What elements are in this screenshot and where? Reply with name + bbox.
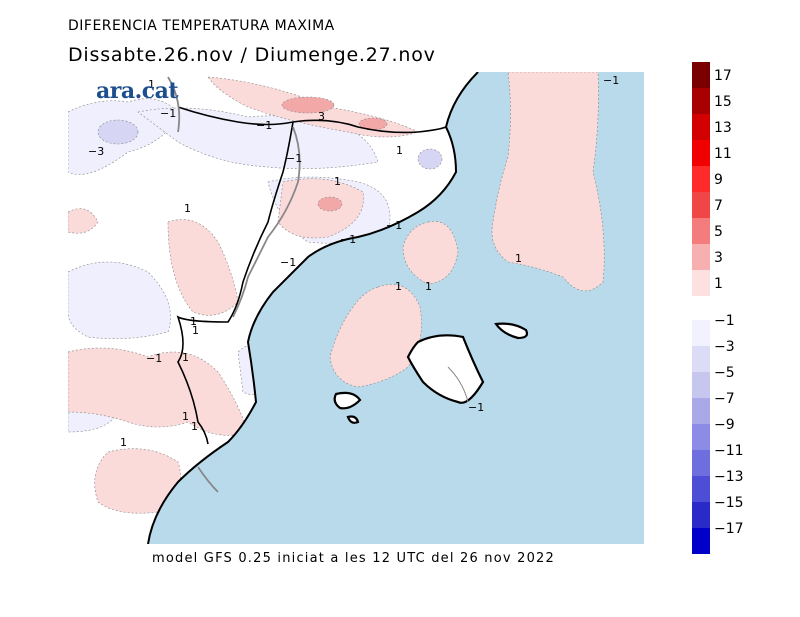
france-spain-border [177, 106, 447, 134]
legend-swatch [692, 476, 710, 502]
legend-label: −3 [714, 339, 735, 355]
contour-label: 1 [191, 420, 198, 433]
legend-swatch [692, 62, 710, 88]
contour-label: 1 [148, 78, 155, 91]
legend-swatch [692, 528, 710, 554]
legend-swatch [692, 372, 710, 398]
legend-swatch [692, 192, 710, 218]
legend-label: −15 [714, 495, 744, 511]
legend-swatch [692, 320, 710, 346]
contour-label: −1 [340, 233, 356, 246]
contour-label: 1 [182, 410, 189, 423]
contour-label: −1 [256, 119, 272, 132]
contour-label: −1 [386, 219, 402, 232]
contour-label: −1 [146, 352, 162, 365]
positive-stronger-patches [281, 96, 388, 212]
map-title: DIFERENCIA TEMPERATURA MAXIMA [68, 18, 335, 34]
legend-label: 15 [714, 94, 732, 110]
legend-swatch [692, 218, 710, 244]
legend-swatch [692, 140, 710, 166]
legend-label: −1 [714, 313, 735, 329]
legend-swatch [692, 88, 710, 114]
contour-label: 1 [192, 324, 199, 337]
legend-label: −13 [714, 469, 744, 485]
legend-label: −9 [714, 417, 735, 433]
legend-swatch [692, 114, 710, 140]
contour-label: −1 [286, 152, 302, 165]
legend-swatch [692, 450, 710, 476]
legend-label: 3 [714, 250, 723, 266]
legend-swatch [692, 166, 710, 192]
formentera-island [346, 415, 360, 424]
coastline [147, 72, 479, 544]
contour-labels: 1 −1 3 −1 −1 −3 1 −1 1 1 −1 −1 −1 1 1 1 … [88, 74, 619, 449]
legend-label: −7 [714, 391, 735, 407]
negative-stronger-patches [97, 119, 443, 170]
contour-label: −1 [468, 401, 484, 414]
legend-label: 9 [714, 172, 723, 188]
legend-label: −17 [714, 521, 744, 537]
country-borders [176, 106, 447, 445]
legend-negative-scale: −1 −3 −5 −7 −9 −11 −13 −15 −17 [692, 313, 744, 554]
islands [333, 322, 529, 424]
legend-label: −5 [714, 365, 735, 381]
map-subtitle: Dissabte.26.nov / Diumenge.27.nov [68, 44, 436, 66]
ara-cat-logo: ara.cat [96, 78, 179, 104]
contour-label: −1 [603, 74, 619, 87]
legend-swatch [692, 244, 710, 270]
model-info-footer: model GFS 0.25 iniciat a les 12 UTC del … [152, 551, 555, 566]
legend-label: 5 [714, 224, 723, 240]
contour-label: −1 [160, 107, 176, 120]
contour-label: 1 [182, 351, 189, 364]
legend-swatch [692, 270, 710, 296]
legend-label: 1 [714, 276, 723, 292]
legend-label: 7 [714, 198, 723, 214]
aragon-catalonia-border [176, 121, 294, 445]
contour-label: 1 [395, 280, 402, 293]
legend-swatch [692, 398, 710, 424]
legend-label: 11 [714, 146, 732, 162]
mallorca-interior-contour [447, 366, 469, 403]
color-scale-legend: 17 15 13 11 9 7 5 3 1 −1 −3 −5 −7 −9 −11 −13 −15 −17 [692, 62, 744, 554]
temperature-difference-map: 1 −1 3 −1 −1 −3 1 −1 1 1 −1 −1 −1 1 1 1 … [68, 72, 644, 544]
contour-label: 1 [120, 436, 127, 449]
contour-label: 1 [425, 280, 432, 293]
contour-label: 1 [190, 315, 197, 328]
contour-label: −1 [280, 256, 296, 269]
legend-swatch [692, 502, 710, 528]
legend-label: −11 [714, 443, 744, 459]
positive-sea-areas [329, 72, 605, 388]
legend-positive-scale: 17 15 13 11 9 7 5 3 1 [692, 62, 732, 296]
menorca-island [494, 322, 529, 340]
contour-label: 1 [396, 144, 403, 157]
ibiza-island [333, 391, 362, 410]
mallorca-island [406, 334, 485, 404]
contour-label: 1 [515, 252, 522, 265]
legend-label: 17 [714, 68, 732, 84]
contour-label: 1 [334, 175, 341, 188]
legend-label: 13 [714, 120, 732, 136]
contour-label: 3 [318, 110, 325, 123]
contour-label: −3 [88, 145, 104, 158]
legend-swatch [692, 346, 710, 372]
region-borders [167, 76, 301, 493]
legend-swatch [692, 424, 710, 450]
contour-label: 1 [184, 202, 191, 215]
